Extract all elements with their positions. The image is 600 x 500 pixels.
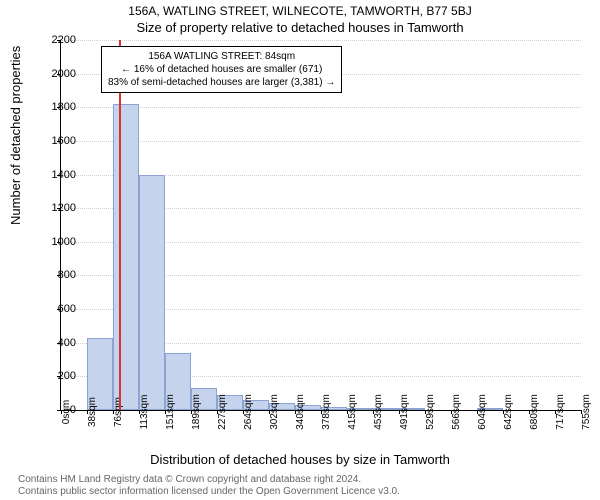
annotation-line: ← 16% of detached houses are smaller (67… [108, 63, 335, 76]
xtick-label: 113sqm [139, 395, 150, 430]
xtick-label: 227sqm [217, 394, 228, 430]
gridline [61, 141, 581, 142]
y-axis-label: Number of detached properties [8, 46, 23, 225]
histogram-bar [139, 175, 165, 410]
attribution-line-2: Contains public sector information licen… [18, 486, 400, 497]
xtick-label: 491sqm [399, 394, 410, 430]
ytick-label: 1800 [46, 101, 76, 113]
xtick-label: 680sqm [529, 394, 540, 430]
attribution-line-1: Contains HM Land Registry data © Crown c… [18, 474, 361, 485]
ytick-label: 1200 [46, 202, 76, 214]
xtick-label: 378sqm [321, 394, 332, 430]
xtick-label: 566sqm [451, 394, 462, 430]
xtick-label: 717sqm [555, 394, 566, 430]
gridline [61, 107, 581, 108]
ytick-label: 1600 [46, 135, 76, 147]
page-title-description: Size of property relative to detached ho… [0, 20, 600, 35]
xtick-label: 415sqm [347, 394, 358, 430]
ytick-label: 1000 [46, 236, 76, 248]
ytick-label: 2000 [46, 68, 76, 80]
xtick-label: 264sqm [243, 394, 254, 430]
annotation-line: 156A WATLING STREET: 84sqm [108, 50, 335, 63]
ytick-label: 600 [46, 303, 76, 315]
xtick-label: 340sqm [295, 394, 306, 430]
xtick-label: 529sqm [425, 394, 436, 430]
ytick-label: 800 [46, 269, 76, 281]
histogram-plot: 0sqm38sqm76sqm113sqm151sqm189sqm227sqm26… [60, 40, 581, 411]
annotation-box: 156A WATLING STREET: 84sqm← 16% of detac… [101, 46, 342, 93]
ytick-label: 0 [46, 404, 76, 416]
xtick-label: 189sqm [191, 394, 202, 430]
annotation-line: 83% of semi-detached houses are larger (… [108, 76, 335, 89]
ytick-label: 1400 [46, 169, 76, 181]
ytick-label: 2200 [46, 34, 76, 46]
histogram-bar [113, 104, 139, 410]
xtick-label: 604sqm [477, 394, 488, 430]
property-marker-line [119, 40, 121, 410]
xtick-label: 755sqm [581, 394, 592, 430]
xtick-label: 151sqm [165, 394, 176, 430]
xtick-label: 38sqm [87, 397, 98, 427]
page-title-address: 156A, WATLING STREET, WILNECOTE, TAMWORT… [0, 4, 600, 18]
ytick-label: 200 [46, 370, 76, 382]
gridline [61, 40, 581, 41]
xtick-label: 642sqm [503, 394, 514, 430]
xtick-label: 453sqm [373, 394, 384, 430]
ytick-label: 400 [46, 337, 76, 349]
xtick-label: 302sqm [269, 394, 280, 430]
x-axis-label: Distribution of detached houses by size … [0, 452, 600, 467]
